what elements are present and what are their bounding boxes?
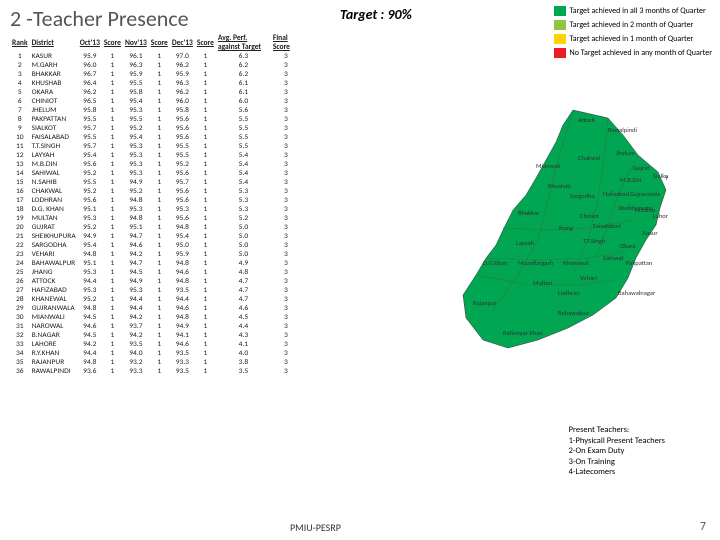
legend-label: No Target achieved in any month of Quart… (570, 48, 712, 58)
table-row: 23VEHARI94.8194.2195.915.03 (10, 250, 301, 259)
notes-box: Present Teachers: 1-Physicall Present Te… (569, 425, 665, 478)
col-final: Final Score (271, 34, 301, 52)
table-row: 15N.SAHIB95.5194.9195.715.43 (10, 178, 301, 187)
table-row: 21SHEIKHUPURA94.9194.7195.415.03 (10, 232, 301, 241)
legend: Target achieved in all 3 months of Quart… (554, 6, 712, 62)
map-district-label: Narowal (666, 174, 668, 182)
table-row: 34R.Y.KHAN94.4194.0193.514.03 (10, 349, 301, 358)
legend-swatch (554, 48, 566, 58)
col-avg: Avg. Perf. against Target (216, 34, 271, 52)
table-row: 35RAJANPUR94.8193.2193.313.83 (10, 358, 301, 367)
table-row: 5OKARA96.2195.8196.216.13 (10, 88, 301, 97)
table-row: 36RAWALPINDI93.6193.3193.513.53 (10, 367, 301, 376)
table-row: 17LODHRAN95.6194.8195.615.33 (10, 196, 301, 205)
data-table: Rank District Oct'13 Score Nov'13 Score … (10, 34, 301, 376)
table-row: 19MULTAN95.3194.8195.615.23 (10, 214, 301, 223)
table-row: 8PAKPATTAN95.5195.5195.615.53 (10, 115, 301, 124)
table-row: 25JHANG95.3194.5194.614.83 (10, 268, 301, 277)
table-row: 9SIALKOT95.7195.2195.615.53 (10, 124, 301, 133)
table-row: 3BHAKKAR96.7195.9195.916.23 (10, 70, 301, 79)
table-row: 22SARGODHA95.4194.6195.015.03 (10, 241, 301, 250)
col-s3: Score (195, 34, 216, 52)
col-rank: Rank (10, 34, 30, 52)
col-s1: Score (102, 34, 123, 52)
legend-swatch (554, 6, 566, 16)
page-title: 2 -Teacher Presence (10, 5, 189, 32)
table-row: 2M.GARH96.0196.3196.216.23 (10, 61, 301, 70)
table-row: 12LAYYAH95.4195.3195.515.43 (10, 151, 301, 160)
table-row: 28KHANEWAL95.2194.4194.414.73 (10, 295, 301, 304)
table-row: 31NAROWAL94.6193.7194.914.43 (10, 322, 301, 331)
table-row: 26ATTOCK94.4194.9194.814.73 (10, 277, 301, 286)
table-row: 11T.T.SINGH95.7195.3195.515.53 (10, 142, 301, 151)
table-row: 7JHELUM95.8195.3195.815.63 (10, 106, 301, 115)
map-district-label: Bahawalnagar (618, 289, 656, 297)
page-number: 7 (700, 520, 706, 534)
legend-swatch (554, 34, 566, 44)
table-row: 24BAHAWALPUR95.1194.7194.814.93 (10, 259, 301, 268)
table-row: 1KASUR95.9196.1197.016.33 (10, 52, 301, 61)
punjab-map: AttockRawalpindiJhelumChakwalMianwaliGuj… (408, 100, 668, 360)
table-row: 4KHUSHAB96.4195.5196.316.13 (10, 79, 301, 88)
table-row: 33LAHORE94.2193.5194.614.13 (10, 340, 301, 349)
table-row: 14SAHIWAL95.2195.3195.615.43 (10, 169, 301, 178)
col-oct: Oct'13 (78, 34, 102, 52)
col-dec: Dec'13 (170, 34, 195, 52)
legend-label: Target achieved in 1 month of Quarter (570, 34, 694, 44)
legend-label: Target achieved in 2 month of Quarter (570, 20, 694, 30)
table-row: 13M.B.DIN95.6195.3195.215.43 (10, 160, 301, 169)
table-row: 20GUJRAT95.2195.1194.815.03 (10, 223, 301, 232)
table-row: 18D.G. KHAN95.1195.3195.315.33 (10, 205, 301, 214)
col-nov: Nov'13 (123, 34, 149, 52)
footer-org: PMIU-PESRP (290, 521, 341, 534)
target-label: Target : 90% (340, 6, 412, 23)
col-district: District (30, 34, 78, 52)
table-row: 27HAFIZABAD95.3195.3193.514.73 (10, 286, 301, 295)
table-row: 29GUJRANWALA94.8194.4194.614.63 (10, 304, 301, 313)
col-s2: Score (149, 34, 170, 52)
table-row: 10FAISALABAD95.5195.4195.615.53 (10, 133, 301, 142)
table-row: 30MIANWALI94.5194.2194.814.53 (10, 313, 301, 322)
table-row: 6CHINIOT96.5195.4196.016.03 (10, 97, 301, 106)
table-row: 16CHAKWAL95.2195.2195.615.33 (10, 187, 301, 196)
table-row: 32B.NAGAR94.5194.2194.114.33 (10, 331, 301, 340)
legend-swatch (554, 20, 566, 30)
legend-label: Target achieved in all 3 months of Quart… (570, 6, 706, 16)
